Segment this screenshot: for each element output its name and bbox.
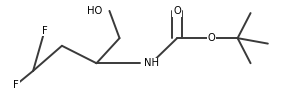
Text: O: O — [173, 6, 181, 16]
Text: O: O — [208, 33, 215, 43]
Text: NH: NH — [144, 58, 159, 68]
Text: F: F — [13, 80, 19, 90]
Text: F: F — [42, 26, 48, 36]
Text: HO: HO — [87, 6, 102, 16]
